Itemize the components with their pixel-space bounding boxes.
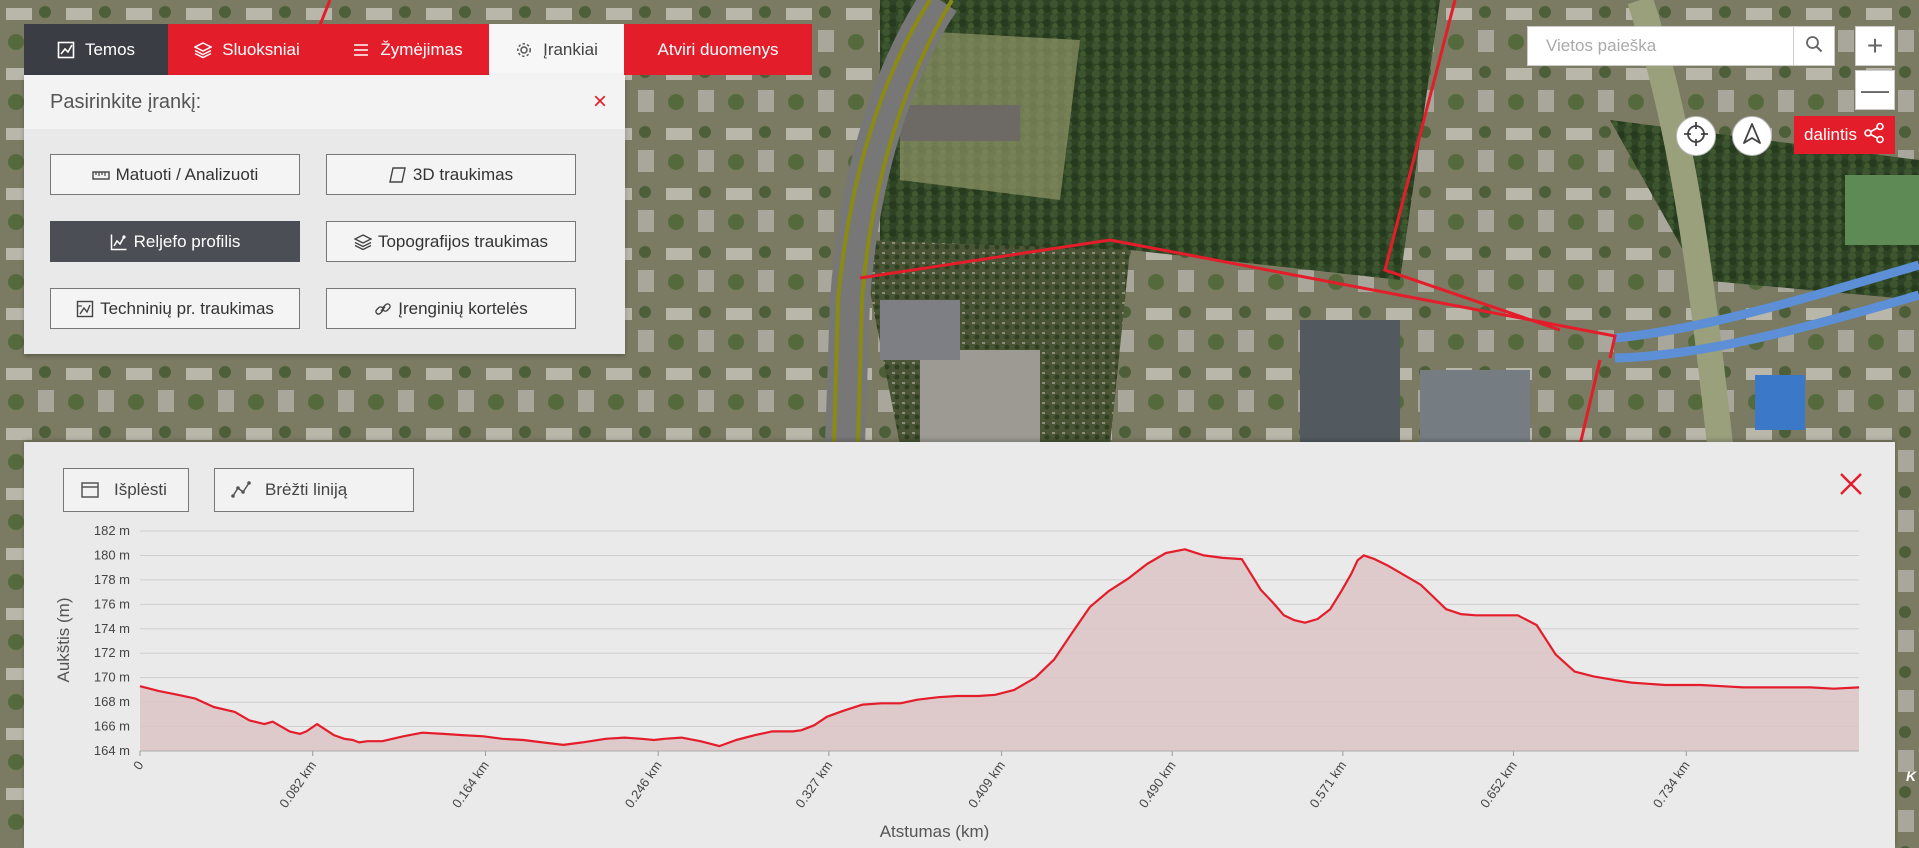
y-tick-label: 176 m [94,596,130,611]
tool-reljefo-profilis-button[interactable]: Reljefo profilis [50,221,300,262]
draw-line-label: Brėžti liniją [265,480,348,499]
link-icon [374,300,392,318]
tools-panel-header: Pasirinkite įrankį: × [24,75,625,129]
map-corner-label: K [1906,768,1917,784]
tool-3d-button[interactable]: 3D traukimas [326,154,576,195]
x-tick-label: 0.734 km [1650,758,1693,810]
main-tab-bar: Temos Sluoksniai Žymėjimas Įrankiai Atvi… [24,24,812,75]
y-axis-title: Aukštis (m) [54,598,73,683]
locate-button[interactable] [1676,116,1716,156]
tools-grid: Matuoti / Analizuoti 3D traukimas Reljef… [50,154,576,329]
zoom-controls: + — [1855,26,1895,110]
y-tick-label: 166 m [94,719,130,734]
tool-matuoti-button[interactable]: Matuoti / Analizuoti [50,154,300,195]
ruler-icon [91,166,110,184]
profile-line [139,548,1860,748]
x-tick-label: 0.571 km [1306,758,1349,810]
tool-topografijos-button[interactable]: Topografijos traukimas [326,221,576,262]
y-tick-label: 172 m [94,645,130,660]
tool-techniniu-button[interactable]: Techninių pr. traukimas [50,288,300,329]
crosshair-icon [1683,121,1709,152]
tab-label: Įrankiai [543,39,598,59]
tab-zymejimas[interactable]: Žymėjimas [326,24,489,75]
share-label: dalintis [1804,125,1857,144]
y-tick-label: 174 m [94,621,130,636]
tools-panel-title: Pasirinkite įrankį: [50,90,202,113]
tool-label: 3D traukimas [412,164,514,184]
tool-label: Topografijos traukimas [377,231,549,251]
menu-icon [352,41,370,59]
search-button[interactable] [1793,27,1834,65]
navigation-arrow-icon [1740,122,1764,151]
layers-icon [194,41,213,59]
gear-icon [515,41,533,59]
tool-label: Techninių pr. traukimas [100,298,274,318]
x-tick-label: 0.164 km [449,758,492,810]
search-input[interactable] [1528,27,1793,65]
close-icon[interactable]: × [592,88,607,115]
navigate-button[interactable] [1732,116,1772,156]
x-tick-label: 0 [130,758,146,773]
tool-label: Reljefo profilis [133,231,241,251]
zoom-out-button[interactable]: — [1855,70,1895,110]
elevation-profile-chart[interactable]: 164 m 166 m 168 m 170 m 172 m 174 m 176 m 178 m… [24,442,1895,848]
close-icon [1837,473,1865,502]
x-tick-label: 0.409 km [965,758,1008,810]
tab-label: Žymėjimas [380,39,463,59]
x-axis-title: Atstumas (km) [880,822,990,841]
draft-icon [76,300,94,318]
search-icon [1805,35,1823,58]
tab-label: Atviri duomenys [657,39,779,59]
x-tick-label: 0.246 km [622,758,665,810]
tab-atviri-duomenys[interactable]: Atviri duomenys [624,24,812,75]
tab-label: Temos [84,39,136,59]
tab-temos[interactable]: Temos [24,24,168,75]
y-tick-label: 164 m [94,743,130,758]
y-tick-label: 168 m [94,694,130,709]
window-icon [80,480,100,500]
zoom-in-button[interactable]: + [1855,26,1895,66]
draw-line-button[interactable]: Brėžti liniją [214,468,414,512]
tools-panel: Pasirinkite įrankį: × Matuoti / Analizuo… [24,75,625,354]
y-tick-label: 170 m [94,670,130,685]
expand-label: Išplėsti [114,480,167,499]
tab-irankiai[interactable]: Įrankiai [489,24,624,75]
share-button[interactable]: dalintis [1794,116,1895,154]
tool-label: Įrenginių kortelės [398,298,528,318]
tool-irenginiu-button[interactable]: Įrenginių kortelės [326,288,576,329]
y-tick-label: 178 m [94,572,130,587]
place-search [1527,26,1835,66]
elevation-profile-panel: Išplėsti Brėžti liniją 164 m 166 m 168 m 17… [24,442,1895,848]
close-profile-button[interactable] [1837,470,1865,498]
tab-label: Sluoksniai [222,39,300,59]
expand-button[interactable]: Išplėsti [63,468,189,512]
profile-area [140,549,1859,751]
chart-icon [57,41,75,59]
x-tick-label: 0.490 km [1136,758,1179,810]
y-tick-label: 180 m [94,547,130,562]
x-tick-label: 0.652 km [1477,758,1520,810]
x-tick-label: 0.327 km [792,758,835,810]
polyline-icon [231,480,251,500]
tool-label: Matuoti / Analizuoti [115,164,259,184]
tab-sluoksniai[interactable]: Sluoksniai [168,24,326,75]
y-tick-label: 182 m [94,523,130,538]
x-tick-label: 0.082 km [276,758,319,810]
cube-icon [389,166,407,184]
layers-icon [353,233,372,251]
profile-icon [110,233,128,251]
share-icon [1863,122,1885,149]
